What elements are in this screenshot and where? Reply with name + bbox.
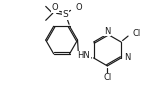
Text: N: N [124,53,130,62]
Text: O: O [76,3,82,12]
Text: O: O [51,3,58,12]
Text: HN: HN [77,51,90,60]
Text: Cl: Cl [132,29,140,38]
Text: Cl: Cl [103,73,111,82]
Text: S: S [63,10,68,19]
Text: N: N [104,27,110,36]
